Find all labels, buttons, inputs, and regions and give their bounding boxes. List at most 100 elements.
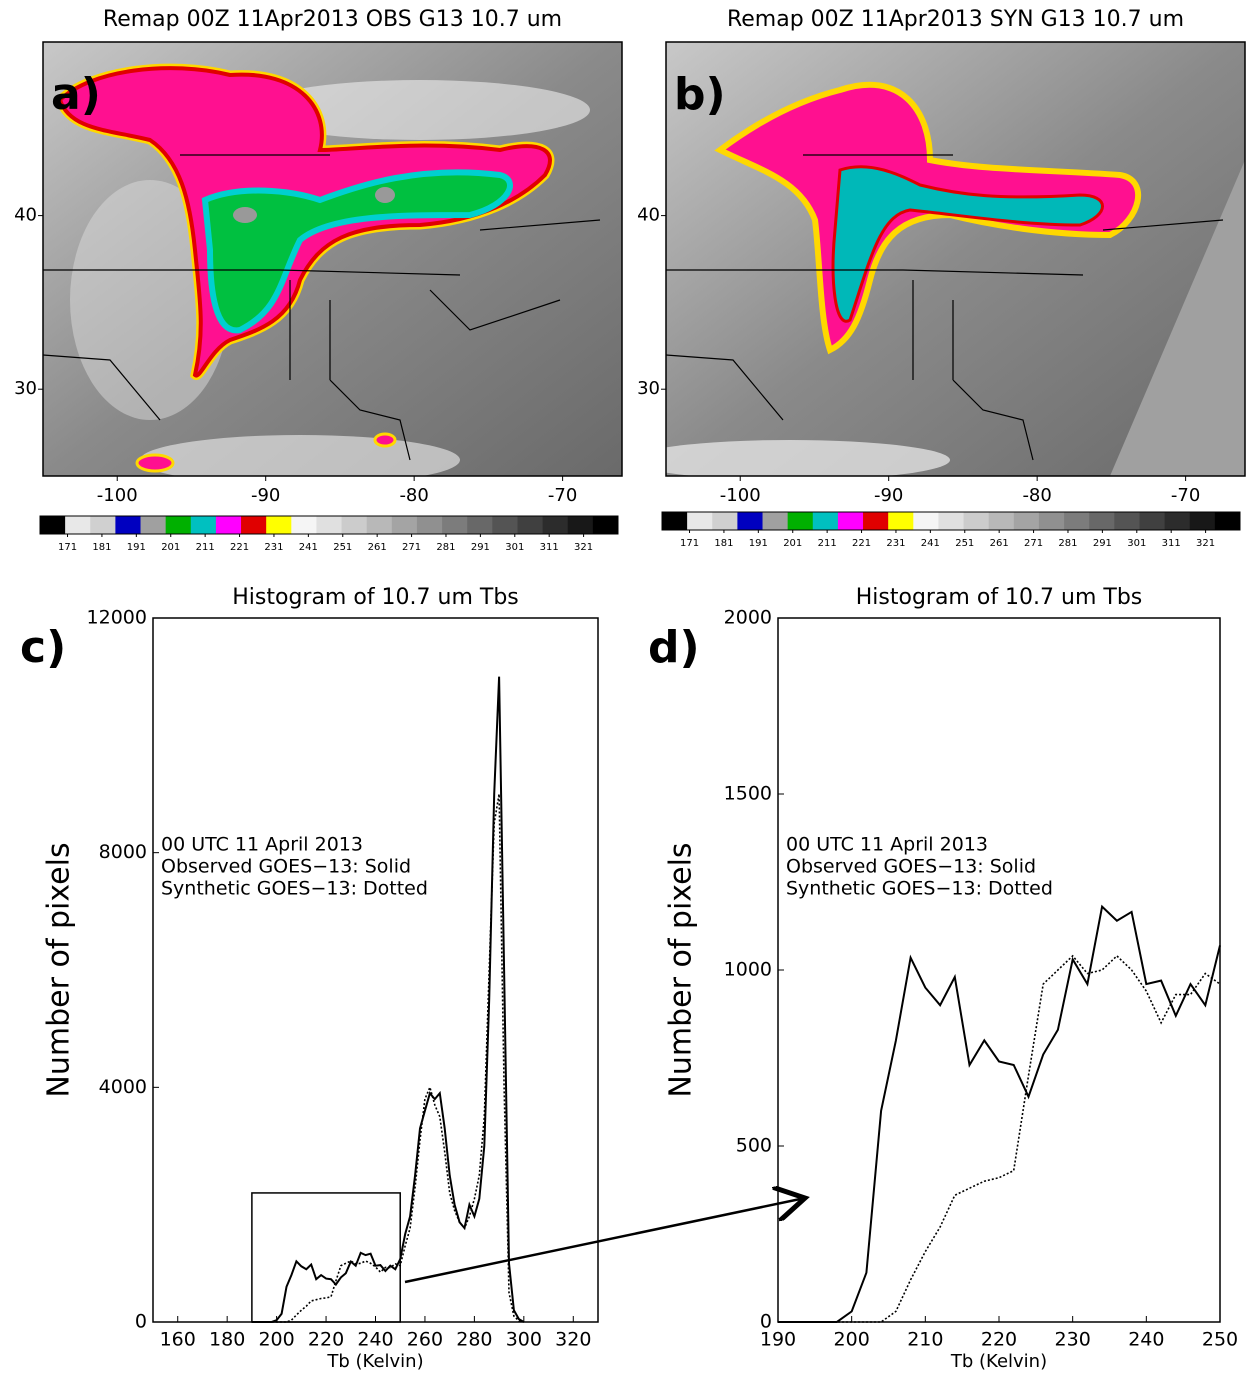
x-tick-label: 240 bbox=[357, 1329, 393, 1351]
colorbar-segment bbox=[467, 516, 493, 534]
annotation: 00 UTC 11 April 2013 bbox=[161, 834, 363, 856]
colorbar-tick-label: 181 bbox=[92, 542, 111, 553]
colorbar-tick-label: 251 bbox=[955, 538, 974, 549]
x-tick-label: 250 bbox=[1202, 1329, 1238, 1351]
series-line bbox=[778, 904, 1221, 1323]
panel-label: d) bbox=[648, 622, 700, 673]
annotation: 00 UTC 11 April 2013 bbox=[786, 834, 988, 856]
colorbar-segment bbox=[291, 516, 317, 534]
colorbar-tick-label: 281 bbox=[436, 542, 455, 553]
colorbar-tick-label: 191 bbox=[127, 542, 146, 553]
legend-entry: Synthetic GOES−13: Dotted bbox=[161, 878, 428, 900]
colorbar-tick-label: 301 bbox=[505, 542, 524, 553]
x-tick-label: 180 bbox=[209, 1329, 245, 1351]
colorbar-tick-label: 171 bbox=[680, 538, 699, 549]
colorbar-segment bbox=[687, 512, 713, 530]
colorbar-tick-label: 321 bbox=[1196, 538, 1215, 549]
y-tick-label: 40 bbox=[637, 205, 660, 226]
colorbar-tick-label: 201 bbox=[161, 542, 180, 553]
colorbar-segment bbox=[1038, 512, 1065, 530]
series-line bbox=[778, 954, 1221, 1323]
colorbar-segment bbox=[90, 516, 116, 534]
colorbar-segment bbox=[442, 516, 468, 534]
colorbar-segment bbox=[567, 516, 594, 534]
colorbar-segment bbox=[215, 516, 242, 534]
colorbar-segment bbox=[712, 512, 738, 530]
colorbar-tick-label: 261 bbox=[990, 538, 1009, 549]
colorbar-segment bbox=[1214, 512, 1241, 530]
x-tick-label: -100 bbox=[97, 485, 138, 506]
colorbar-segment bbox=[316, 516, 343, 534]
legend-entry: Synthetic GOES−13: Dotted bbox=[786, 878, 1053, 900]
colorbar-tick-label: 201 bbox=[783, 538, 802, 549]
colorbar-segment bbox=[140, 516, 167, 534]
colorbar-tick-label: 311 bbox=[1162, 538, 1181, 549]
series-line bbox=[251, 676, 525, 1323]
colorbar-frame bbox=[661, 511, 1241, 531]
colorbar-segment bbox=[1013, 512, 1040, 530]
colorbar-tick-label: 271 bbox=[1024, 538, 1043, 549]
x-tick-label: 190 bbox=[760, 1329, 796, 1351]
x-tick-label: -80 bbox=[1022, 485, 1051, 506]
colorbar-tick-label: 231 bbox=[886, 538, 905, 549]
colorbar-segment bbox=[115, 516, 142, 534]
x-axis-label: Tb (Kelvin) bbox=[950, 1351, 1047, 1372]
y-tick-label: 40 bbox=[14, 205, 37, 226]
colorbar-segment bbox=[190, 516, 217, 534]
x-axis-label: Tb (Kelvin) bbox=[326, 1351, 423, 1372]
colorbar-segment bbox=[165, 516, 192, 534]
colorbar-segment bbox=[366, 516, 393, 534]
x-tick-label: -80 bbox=[399, 485, 428, 506]
panel-label: b) bbox=[674, 69, 726, 120]
x-tick-label: 280 bbox=[456, 1329, 492, 1351]
colorbar-segment bbox=[1114, 512, 1140, 530]
colorbar-tick-label: 281 bbox=[1058, 538, 1077, 549]
y-tick-label: 4000 bbox=[99, 1076, 147, 1098]
x-tick-label: 320 bbox=[555, 1329, 591, 1351]
panel-label: a) bbox=[51, 69, 101, 120]
chart-title: Histogram of 10.7 um Tbs bbox=[856, 585, 1143, 610]
colorbar-tick-label: 211 bbox=[818, 538, 837, 549]
series-line bbox=[251, 793, 524, 1323]
colorbar-segment bbox=[1139, 512, 1166, 530]
x-tick-label: 240 bbox=[1128, 1329, 1164, 1351]
colorbar-tick-label: 231 bbox=[264, 542, 283, 553]
y-tick-label: 500 bbox=[736, 1135, 772, 1157]
y-tick-label: 8000 bbox=[99, 841, 147, 863]
colorbar-segment bbox=[341, 516, 368, 534]
colorbar-segment bbox=[542, 516, 569, 534]
y-tick-label: 0 bbox=[760, 1311, 772, 1333]
colorbar-segment bbox=[913, 512, 939, 530]
plot-frame bbox=[152, 617, 599, 1323]
colorbar-segment bbox=[812, 512, 839, 530]
colorbar-segment bbox=[787, 512, 814, 530]
x-tick-label: 210 bbox=[907, 1329, 943, 1351]
colorbar-segment bbox=[492, 516, 518, 534]
plot-frame bbox=[777, 617, 1221, 1323]
colorbar-segment bbox=[391, 516, 418, 534]
colorbar-tick-label: 241 bbox=[299, 542, 318, 553]
legend-entry: Observed GOES−13: Solid bbox=[786, 856, 1036, 878]
x-tick-label: 200 bbox=[258, 1329, 294, 1351]
colorbar-tick-label: 221 bbox=[852, 538, 871, 549]
y-tick-label: 12000 bbox=[87, 607, 147, 629]
colorbar-tick-label: 301 bbox=[1127, 538, 1146, 549]
colorbar-frame bbox=[39, 515, 619, 535]
colorbar-segment bbox=[266, 516, 292, 534]
map-imagery bbox=[43, 42, 622, 476]
colorbar-segment bbox=[963, 512, 990, 530]
x-tick-label: -70 bbox=[548, 485, 577, 506]
colorbar-segment bbox=[938, 512, 965, 530]
x-tick-label: -100 bbox=[720, 485, 761, 506]
colorbar-tick-label: 251 bbox=[333, 542, 352, 553]
colorbar-tick-label: 291 bbox=[471, 542, 490, 553]
y-axis-label: Number of pixels bbox=[42, 842, 77, 1097]
colorbar-tick-label: 291 bbox=[1093, 538, 1112, 549]
zoom-arrow bbox=[404, 1198, 805, 1284]
colorbar-tick-label: 191 bbox=[749, 538, 768, 549]
colorbar-tick-label: 321 bbox=[574, 542, 593, 553]
colorbar-segment bbox=[737, 512, 764, 530]
colorbar-tick-label: 181 bbox=[714, 538, 733, 549]
